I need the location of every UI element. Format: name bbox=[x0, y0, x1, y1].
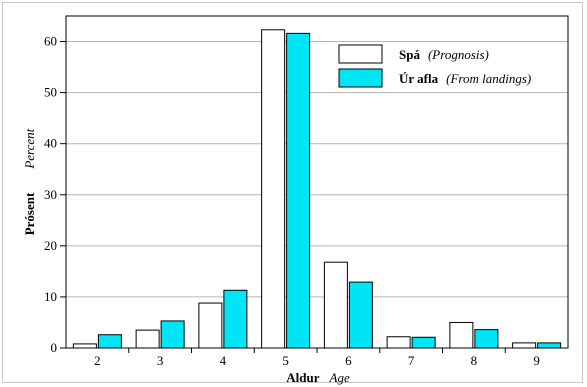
x-tick-label: 6 bbox=[345, 353, 352, 368]
y-axis-label-main: Prósent bbox=[22, 192, 37, 235]
x-tick-label: 5 bbox=[282, 353, 289, 368]
bar-landings-age-9 bbox=[537, 342, 562, 349]
y-tick-label: 0 bbox=[51, 340, 58, 355]
bar-landings-age-4 bbox=[223, 289, 248, 349]
y-tick-label: 40 bbox=[44, 136, 57, 151]
grid-lines bbox=[66, 41, 568, 298]
legend-swatch-prognosis bbox=[338, 44, 383, 64]
legend-swatch-landings bbox=[338, 68, 383, 88]
x-tick-label: 4 bbox=[220, 353, 227, 368]
legend: Spá (Prognosis) Úr afla (From landings) bbox=[338, 44, 531, 88]
y-tick-label: 10 bbox=[44, 289, 57, 304]
y-tick-label: 20 bbox=[44, 238, 57, 253]
y-axis-label-en: Percent bbox=[22, 128, 37, 169]
x-axis-label: Aldur Age bbox=[286, 369, 350, 386]
bar-prognosis-age-9 bbox=[512, 342, 537, 349]
legend-label-landings-en: (From landings) bbox=[446, 71, 531, 86]
y-tick-label: 30 bbox=[44, 187, 57, 202]
x-axis-label-main: Aldur bbox=[286, 370, 319, 385]
bar-landings-age-2 bbox=[97, 334, 122, 349]
x-axis-label-en: Age bbox=[329, 370, 350, 385]
y-tick-label: 50 bbox=[44, 85, 57, 100]
x-tick-label: 9 bbox=[533, 353, 540, 368]
bar-prognosis-age-2 bbox=[72, 343, 97, 349]
x-tick-label: 2 bbox=[94, 353, 101, 368]
bar-landings-age-7 bbox=[411, 336, 436, 349]
y-axis-label: Prósent Percent bbox=[21, 128, 38, 235]
legend-entry-landings: Úr afla (From landings) bbox=[399, 70, 531, 87]
x-tick-label: 8 bbox=[471, 353, 478, 368]
bar-series bbox=[72, 29, 562, 349]
bar-prognosis-age-3 bbox=[135, 329, 160, 349]
x-tick-label: 7 bbox=[408, 353, 415, 368]
legend-label-landings: Úr afla bbox=[399, 71, 439, 86]
legend-label-prognosis: Spá bbox=[399, 47, 420, 62]
x-axis-ticks: 2 3 4 5 6 7 8 9 bbox=[94, 348, 540, 368]
bar-prognosis-age-6 bbox=[323, 261, 348, 349]
bar-prognosis-age-7 bbox=[386, 336, 411, 349]
bar-prognosis-age-4 bbox=[198, 302, 223, 349]
bar-landings-age-5 bbox=[286, 32, 311, 349]
bar-prognosis-age-8 bbox=[449, 321, 474, 349]
bar-landings-age-8 bbox=[474, 329, 499, 349]
legend-label-prognosis-en: (Prognosis) bbox=[428, 47, 489, 62]
bar-landings-age-6 bbox=[348, 281, 373, 349]
bar-prognosis-age-5 bbox=[261, 29, 286, 349]
plot-area-border bbox=[65, 15, 569, 349]
legend-entry-prognosis: Spá (Prognosis) bbox=[399, 46, 489, 63]
x-tick-label: 3 bbox=[157, 353, 164, 368]
y-axis-ticks: 0 10 20 30 40 50 60 bbox=[44, 34, 66, 355]
bar-landings-age-3 bbox=[160, 320, 185, 349]
y-tick-label: 60 bbox=[44, 34, 57, 49]
